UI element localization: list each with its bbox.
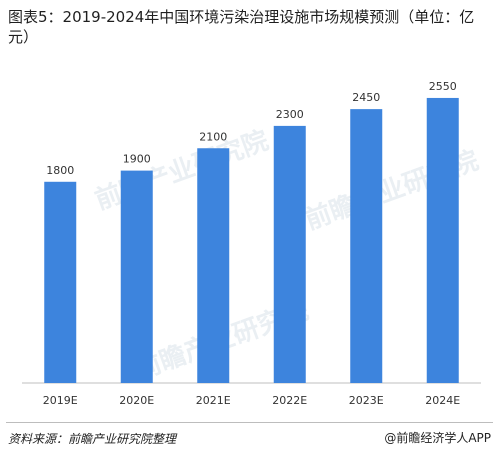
data-label: 2300 [276, 108, 304, 121]
bar-2023E [350, 109, 383, 383]
data-label: 1900 [123, 153, 151, 166]
bar-2020E [120, 170, 153, 383]
x-tick-label: 2022E [272, 394, 307, 407]
x-tick-label: 2019E [43, 394, 78, 407]
brand-credit: @前瞻经济学人APP [384, 429, 491, 446]
source-note: 资料来源：前瞻产业研究院整理 [8, 432, 177, 446]
bar-2022E [273, 125, 306, 384]
footer-divider [6, 422, 493, 423]
data-label: 2550 [429, 80, 457, 93]
data-label: 1800 [46, 164, 74, 177]
x-tick-label: 2024E [425, 394, 460, 407]
bar-2019E [44, 181, 77, 383]
brand-text: @前瞻经济学人APP [384, 431, 491, 445]
data-label: 2100 [199, 130, 227, 143]
chart-title: 图表5：2019-2024年中国环境污染治理设施市场规模预测（单位：亿元） [8, 8, 475, 46]
bar-2024E [426, 97, 459, 384]
x-tick-label: 2023E [349, 394, 384, 407]
bar-2021E [197, 148, 230, 383]
data-label: 2450 [352, 91, 380, 104]
x-tick-label: 2020E [119, 394, 154, 407]
x-tick-label: 2021E [196, 394, 231, 407]
